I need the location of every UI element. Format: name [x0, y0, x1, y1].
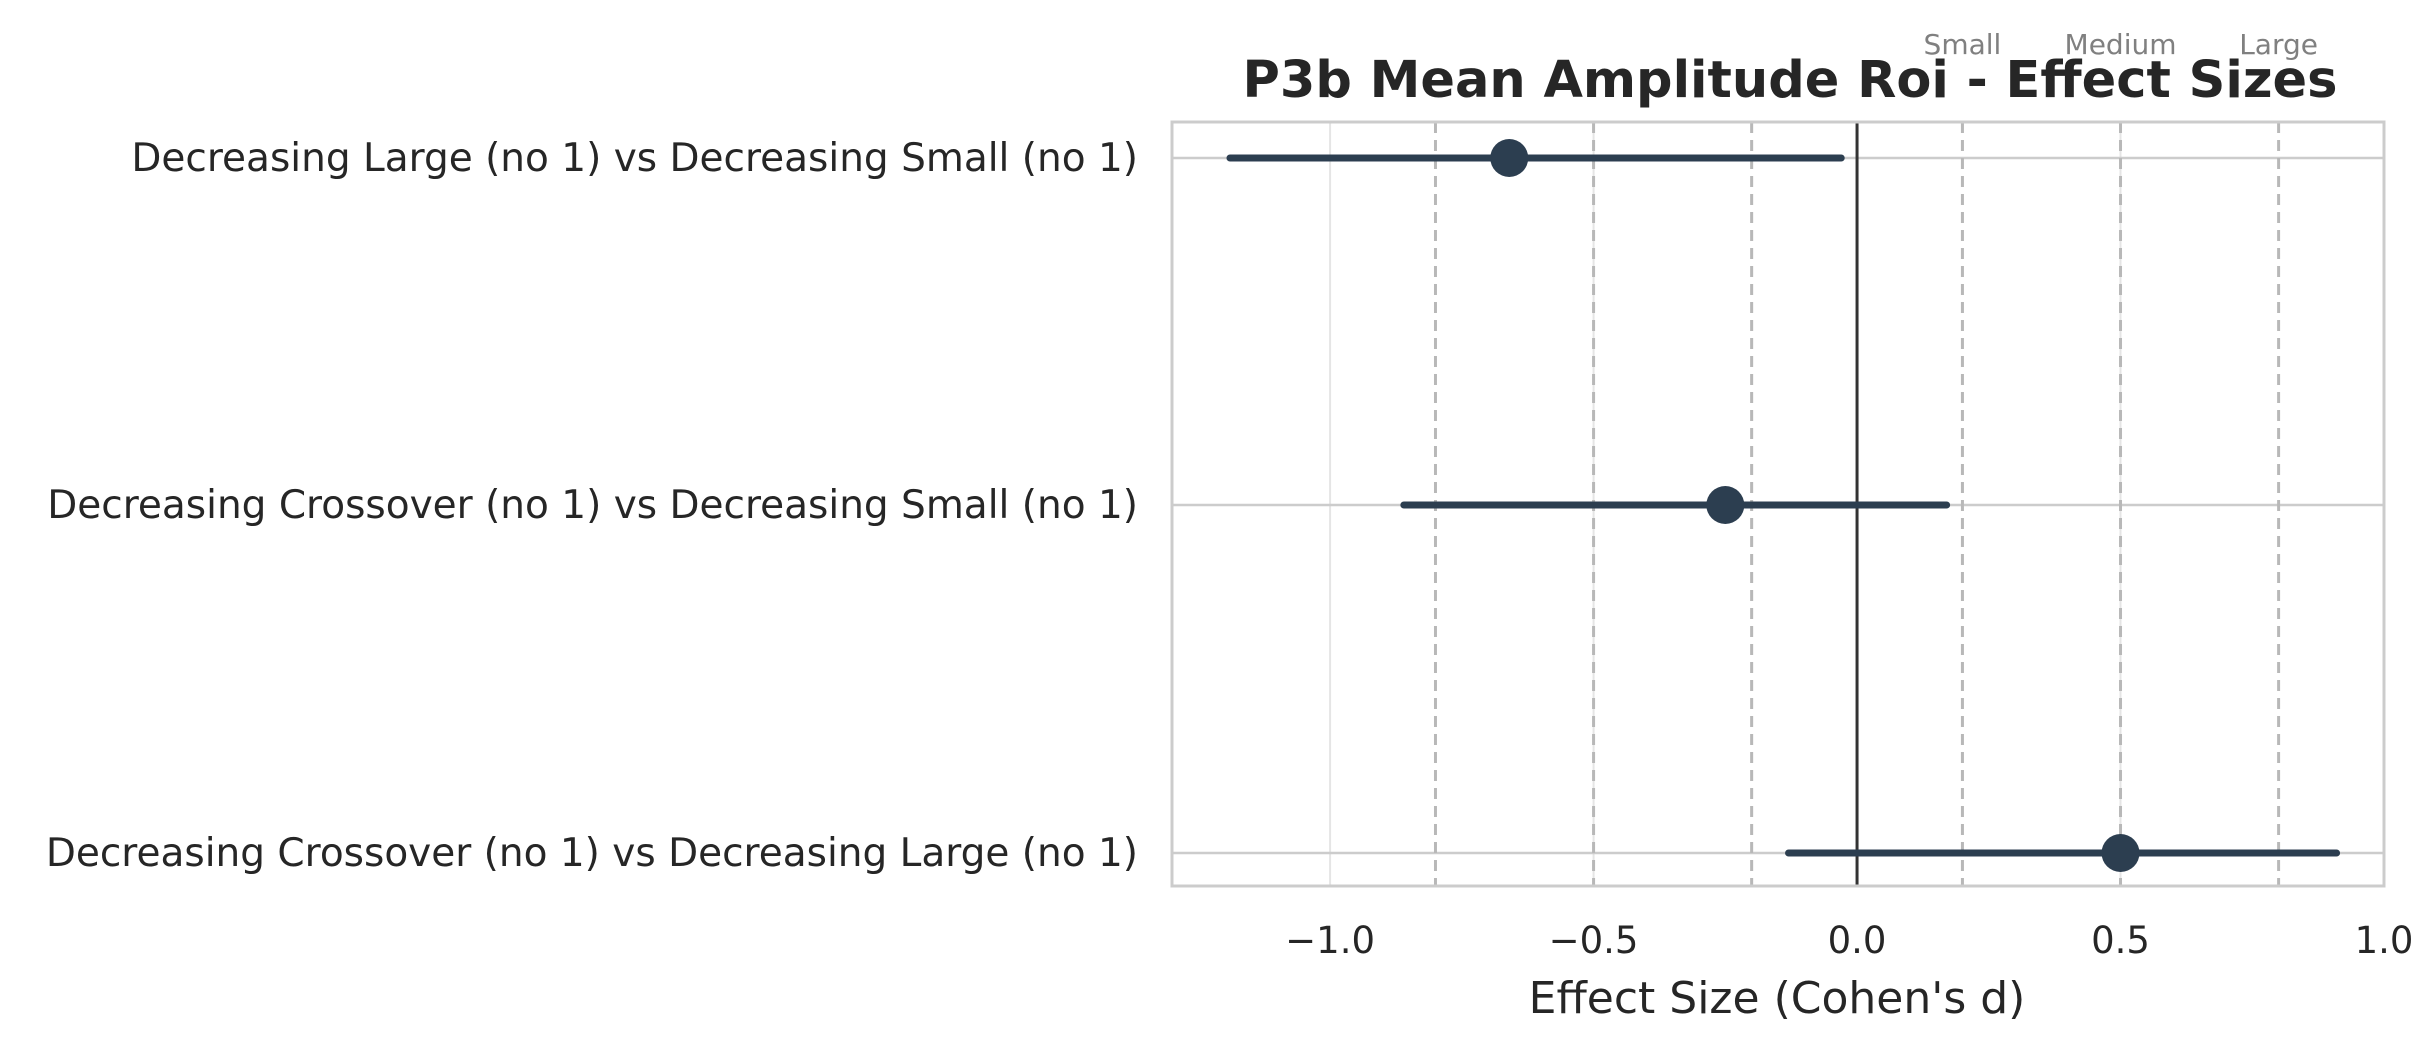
x-tick-label-2: 0.0 — [1828, 919, 1887, 962]
effect-point-2 — [2101, 834, 2140, 872]
y-tick-label-1: Decreasing Crossover (no 1) vs Decreasin… — [47, 483, 1138, 528]
effect-point-1 — [1706, 486, 1745, 524]
x-axis-title: Effect Size (Cohen's d) — [1529, 973, 2026, 1024]
y-tick-label-0: Decreasing Large (no 1) vs Decreasing Sm… — [131, 136, 1138, 181]
x-tick-label-3: 0.5 — [2091, 919, 2150, 962]
y-tick-label-2: Decreasing Crossover (no 1) vs Decreasin… — [46, 831, 1138, 876]
plot-frame — [1170, 120, 2386, 888]
x-tick-label-4: 1.0 — [2355, 919, 2414, 962]
reference-label-5: Large — [2239, 28, 2318, 61]
reference-label-3: Small — [1924, 28, 2002, 61]
effect-point-0 — [1490, 139, 1529, 177]
x-tick-label-0: −1.0 — [1285, 919, 1375, 962]
reference-label-4: Medium — [2065, 28, 2177, 61]
x-tick-label-1: −0.5 — [1549, 919, 1639, 962]
chart-title: P3b Mean Amplitude Roi - Effect Sizes — [1243, 51, 2338, 110]
